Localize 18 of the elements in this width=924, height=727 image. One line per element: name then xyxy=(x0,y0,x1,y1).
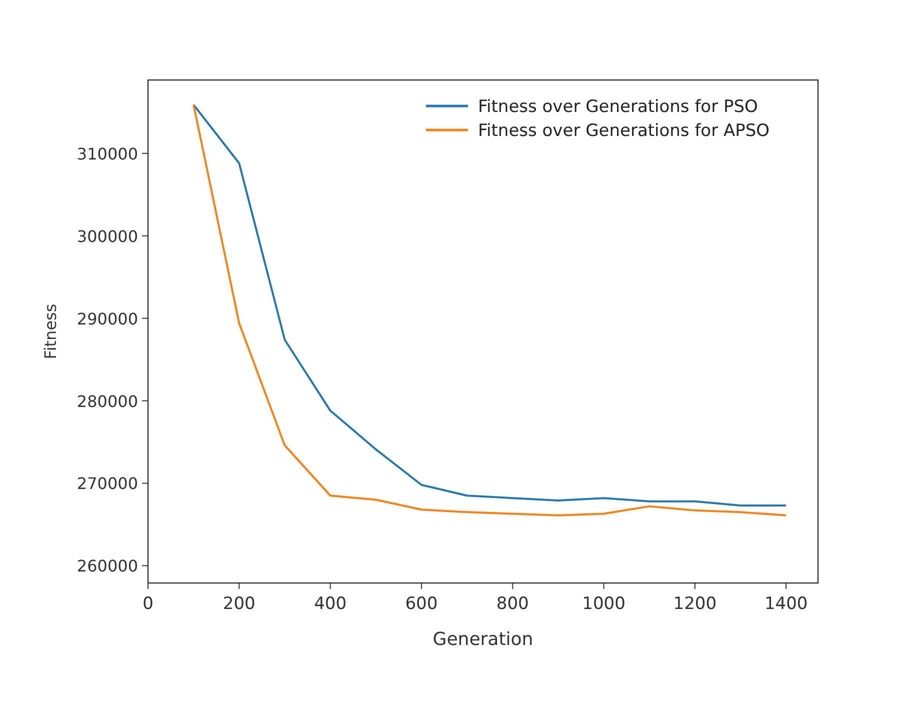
y-tick-label: 290000 xyxy=(76,309,138,328)
x-tick-label: 1200 xyxy=(673,594,717,614)
legend-label: Fitness over Generations for APSO xyxy=(478,121,770,141)
x-tick-label: 600 xyxy=(405,594,438,614)
x-tick-label: 1400 xyxy=(764,594,808,614)
x-axis-title: Generation xyxy=(432,629,534,650)
y-axis-title: Fitness xyxy=(41,304,60,360)
y-tick-label: 300000 xyxy=(76,226,138,246)
x-tick-label: 400 xyxy=(314,594,347,614)
x-tick-label: 800 xyxy=(496,594,529,614)
y-tick-label: 310000 xyxy=(76,144,138,164)
y-tick-label: 260000 xyxy=(76,556,138,576)
x-tick-label: 0 xyxy=(142,594,154,614)
x-tick-label: 1000 xyxy=(582,594,626,614)
y-tick-label: 280000 xyxy=(76,392,138,411)
legend-label: Fitness over Generations for PSO xyxy=(478,97,758,117)
x-tick-label: 200 xyxy=(222,594,256,614)
y-tick-label: 270000 xyxy=(76,474,138,494)
